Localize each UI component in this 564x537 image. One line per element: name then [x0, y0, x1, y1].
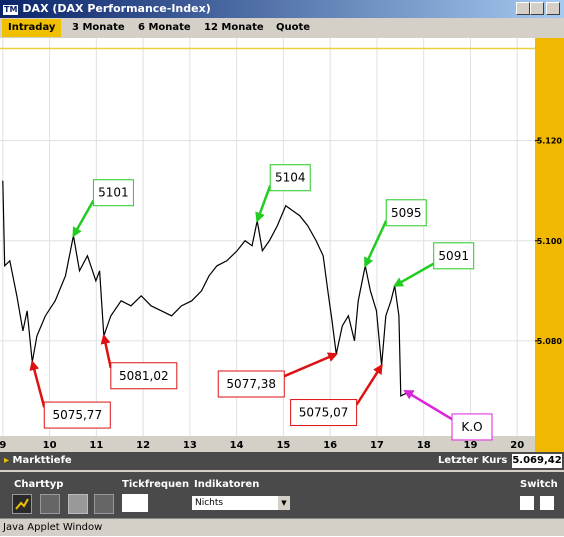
switch-button[interactable] — [520, 496, 534, 510]
chart-type-ohlc[interactable] — [40, 494, 60, 514]
window-icon: TM — [3, 5, 19, 15]
annotation-label: 5101 — [98, 186, 129, 200]
annotation-box — [43, 401, 111, 429]
tickfrequenz-input[interactable] — [122, 494, 148, 512]
footer: Java Applet Window — [0, 518, 564, 536]
tab[interactable]: Intraday — [2, 19, 62, 37]
annotation-label: 5081,02 — [119, 369, 169, 383]
price-line — [2, 180, 414, 397]
annotation-box — [385, 199, 427, 227]
markttiefe-label[interactable]: Markttiefe — [12, 455, 72, 466]
annotation-arrow — [72, 199, 95, 238]
x-tick-label: 15 — [276, 440, 290, 451]
annotation-arrow — [392, 262, 435, 287]
chart: 9 10 11 12 13 14 15 16 17 18 19 20 5.080 5.100 5.120 51… — [0, 38, 564, 452]
toolbar: Charttyp Tickfrequen Indikatoren Nichts ▼… — [0, 472, 564, 518]
annotation-box — [217, 370, 285, 398]
window-title: DAX (DAX Performance-Index) — [22, 2, 211, 15]
annotation-label: K.O — [461, 420, 482, 434]
tab[interactable]: 3 Monate — [72, 22, 125, 33]
plot-background — [0, 38, 535, 436]
x-tick-label: 9 — [0, 440, 6, 451]
x-tick-label: 13 — [183, 440, 197, 451]
annotation-label: 5077,38 — [226, 377, 276, 391]
y-axis-panel — [535, 38, 564, 452]
x-tick-label: 16 — [323, 440, 337, 451]
x-axis-panel — [0, 436, 535, 452]
last-price-label: Letzter Kurs — [438, 455, 508, 466]
annotation-arrow — [100, 333, 113, 369]
annotation-label: 5091 — [438, 249, 469, 263]
last-price-value: 5.069,42 — [512, 454, 562, 468]
y-tick-label: 5.120 — [537, 137, 563, 146]
x-tick-label: 20 — [510, 440, 524, 451]
annotation-box — [290, 399, 358, 427]
annotation-arrow — [364, 220, 388, 268]
annotation-box — [92, 179, 134, 207]
annotation-arrow — [255, 185, 272, 223]
annotation-label: 5075,77 — [52, 408, 102, 422]
market-bar: ▸ Markttiefe Letzter Kurs 5.069,42 — [0, 452, 564, 470]
x-tick-label: 10 — [43, 440, 57, 451]
x-tick-label: 12 — [136, 440, 150, 451]
tab-bar: Intraday 3 Monate 6 Monate 12 Monate Quo… — [0, 18, 564, 38]
tab[interactable]: 6 Monate — [138, 22, 191, 33]
annotation-label: 5075,07 — [299, 406, 349, 420]
x-tick-label: 18 — [417, 440, 431, 451]
x-tick-label: 14 — [230, 440, 244, 451]
switch-button[interactable] — [540, 496, 554, 510]
footer-text: Java Applet Window — [3, 522, 103, 533]
minimize-button[interactable] — [516, 2, 530, 15]
title-bar: TM DAX (DAX Performance-Index) — [0, 0, 564, 18]
tickfrequenz-label: Tickfrequen — [122, 479, 190, 490]
switch-label: Switch — [520, 479, 558, 490]
annotation-arrow — [29, 360, 46, 408]
indicator-value: Nichts — [195, 498, 224, 508]
y-tick-label: 5.080 — [537, 337, 563, 346]
chart-type-dots[interactable] — [94, 494, 114, 514]
indikatoren-label: Indikatoren — [194, 479, 260, 490]
annotation-arrow — [355, 363, 383, 406]
close-button[interactable] — [546, 2, 560, 15]
indicator-dropdown[interactable]: Nichts ▼ — [192, 496, 290, 510]
annotation-arrow — [283, 352, 339, 378]
y-tick-label: 5.100 — [537, 237, 563, 246]
charttyp-label: Charttyp — [14, 479, 64, 490]
chart-type-candle[interactable] — [68, 494, 88, 514]
annotation-box — [433, 242, 475, 270]
annotation-box — [451, 413, 493, 441]
annotation-box — [269, 164, 311, 192]
tab[interactable]: Quote — [276, 22, 311, 33]
x-tick-label: 17 — [370, 440, 384, 451]
annotation-arrow — [403, 389, 453, 421]
x-tick-label: 11 — [89, 440, 103, 451]
annotation-label: 5104 — [275, 171, 306, 185]
x-tick-label: 19 — [464, 440, 478, 451]
maximize-button[interactable] — [530, 2, 544, 15]
annotation-box — [110, 362, 178, 390]
chart-type-line[interactable] — [12, 494, 32, 514]
tab[interactable]: 12 Monate — [204, 22, 264, 33]
annotation-label: 5095 — [391, 206, 422, 220]
